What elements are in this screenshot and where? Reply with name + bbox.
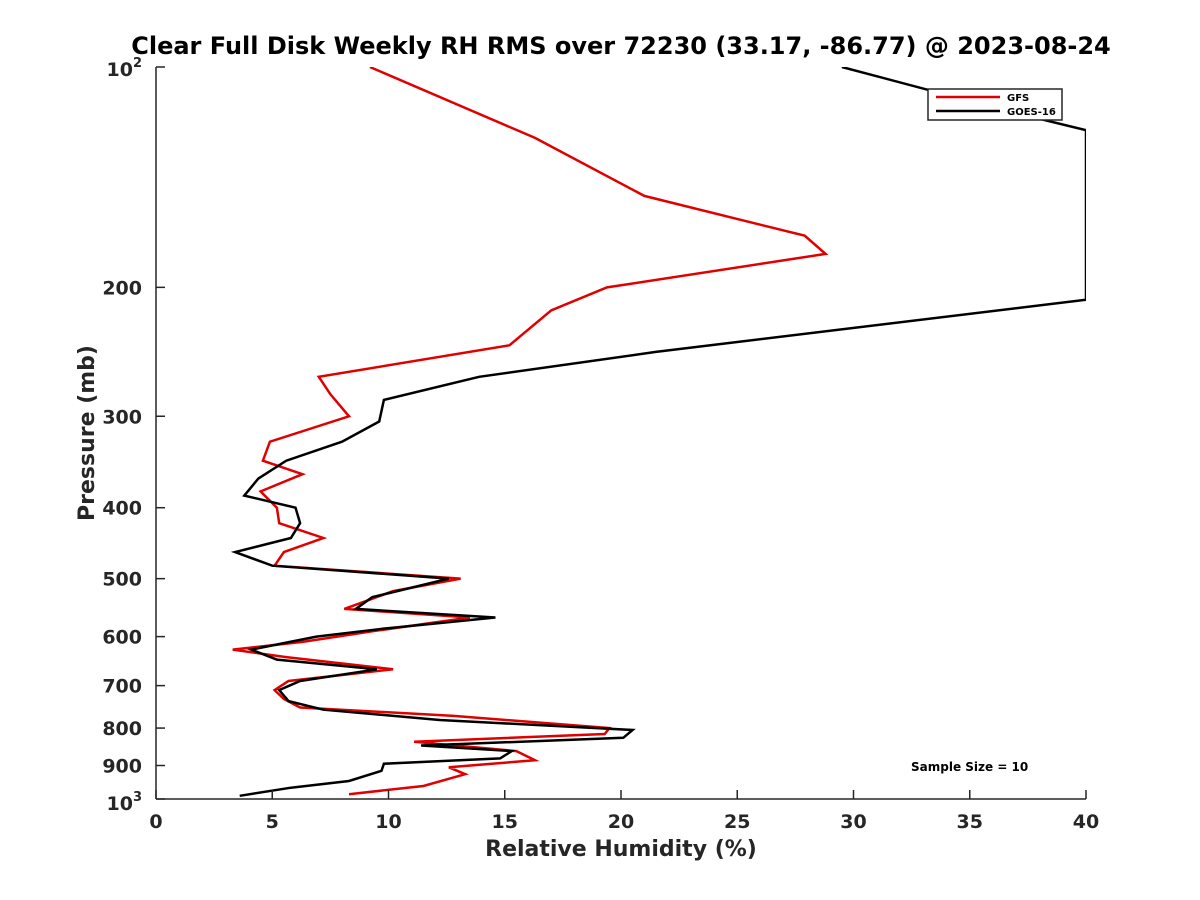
y-top-exp: 2	[133, 56, 142, 71]
series-line-goes-16	[230, 67, 1086, 798]
y-top-base: 10	[107, 59, 133, 81]
x-tick-label: 0	[149, 811, 162, 833]
x-tick-label: 10	[375, 811, 401, 833]
y-axis-label: Pressure (mb)	[75, 345, 100, 521]
y-tick-label: 700	[102, 676, 142, 698]
x-tick-label: 30	[840, 811, 866, 833]
y-tick-label: 200	[102, 277, 142, 299]
plot-area	[156, 67, 1086, 799]
series-layer	[230, 67, 1086, 798]
legend: GFS GOES-16	[927, 88, 1063, 121]
y-tick-label-bottom: 103	[107, 790, 143, 815]
y-tick-label: 800	[102, 718, 142, 740]
x-tick-label: 15	[492, 811, 518, 833]
y-tick-label: 600	[102, 627, 142, 649]
x-tick-label: 20	[608, 811, 634, 833]
y-bottom-base: 10	[107, 793, 133, 815]
y-tick-label-top: 102	[107, 56, 143, 81]
legend-box	[927, 88, 1063, 121]
y-tick-label: 400	[102, 498, 142, 520]
y-ticks: 200 300 400 500 600 700 800 900	[102, 66, 165, 800]
chart-title: Clear Full Disk Weekly RH RMS over 72230…	[131, 32, 1111, 60]
x-ticks: 0 5 10 15 20 25 30 35 40	[149, 790, 1099, 833]
y-tick-label: 300	[102, 406, 142, 428]
legend-label-goes-16: GOES-16	[1007, 107, 1056, 118]
y-tick-label: 500	[102, 569, 142, 591]
x-tick-label: 35	[957, 811, 983, 833]
y-bottom-exp: 3	[133, 790, 142, 805]
x-axis-label: Relative Humidity (%)	[485, 837, 757, 862]
y-tick-label: 900	[102, 756, 142, 778]
sample-size-annotation: Sample Size = 10	[911, 760, 1028, 774]
x-tick-label: 40	[1073, 811, 1099, 833]
x-tick-label: 25	[724, 811, 750, 833]
legend-label-gfs: GFS	[1007, 93, 1029, 104]
x-tick-label: 5	[266, 811, 279, 833]
